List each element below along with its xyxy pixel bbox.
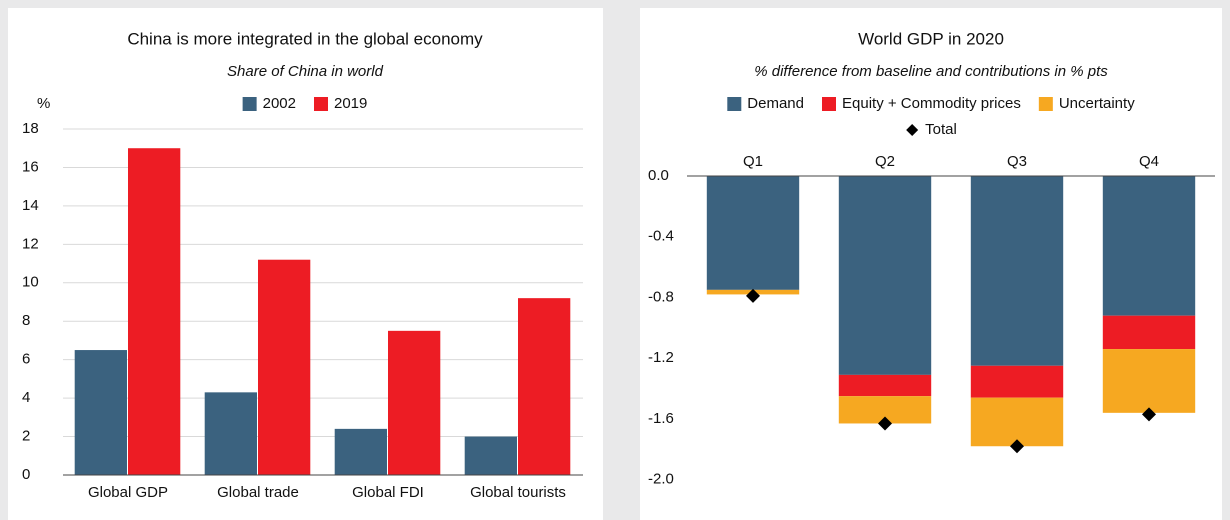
legend-marker <box>906 124 919 136</box>
y-tick-label: -0.4 <box>648 228 674 245</box>
total-marker <box>878 416 892 431</box>
bar-segment <box>970 397 1064 447</box>
y-tick-label: 14 <box>22 197 39 214</box>
y-tick-label: 16 <box>22 158 39 175</box>
x-tick-label: Q1 <box>743 153 763 170</box>
y-tick-label: 10 <box>22 274 39 291</box>
y-tick-label: 8 <box>22 312 30 329</box>
chart-subtitle: % difference from baseline and contribut… <box>754 63 1108 80</box>
y-tick-label: 18 <box>22 120 39 137</box>
y-axis-label: % <box>37 95 50 112</box>
bar <box>388 330 441 475</box>
bar <box>204 392 257 475</box>
bar-segment <box>1102 176 1196 316</box>
legend-label: 2019 <box>334 95 367 112</box>
legend-swatch <box>314 97 328 111</box>
bar <box>334 428 387 475</box>
y-tick-label: 2 <box>22 428 30 445</box>
y-tick-label: -0.8 <box>648 288 674 305</box>
total-marker <box>1142 407 1156 422</box>
bar-segment <box>970 365 1064 398</box>
x-tick-label: Global tourists <box>470 484 566 501</box>
x-tick-label: Global trade <box>217 484 299 501</box>
y-tick-label: -1.2 <box>648 349 674 366</box>
y-tick-label: 12 <box>22 235 39 252</box>
bar-segment <box>970 176 1064 366</box>
legend-swatch <box>242 97 257 111</box>
x-tick-label: Q3 <box>1007 153 1027 170</box>
total-marker <box>1010 439 1024 454</box>
bar-segment <box>706 176 800 290</box>
y-tick-label: 6 <box>22 351 30 368</box>
total-marker <box>746 288 760 303</box>
bar-segment <box>1102 315 1196 350</box>
y-tick-label: 4 <box>22 389 30 406</box>
y-tick-label: 0 <box>22 466 30 483</box>
y-tick-label: -1.6 <box>648 410 674 427</box>
bar <box>258 259 311 475</box>
legend-label: Uncertainty <box>1059 95 1135 112</box>
legend-label: 2002 <box>263 95 296 112</box>
legend-swatch <box>822 97 836 111</box>
y-tick-label: -2.0 <box>648 471 674 488</box>
bar <box>464 436 517 475</box>
bar <box>518 298 571 475</box>
legend-swatch <box>727 97 742 111</box>
legend-label: Equity + Commodity prices <box>842 95 1021 112</box>
bar-segment <box>838 176 932 375</box>
legend-swatch <box>1038 97 1053 111</box>
x-tick-label: Global FDI <box>352 484 424 501</box>
chart-title: World GDP in 2020 <box>858 29 1004 48</box>
chart-subtitle: Share of China in world <box>227 63 384 80</box>
legend-label: Total <box>925 121 957 138</box>
x-tick-label: Q4 <box>1139 153 1159 170</box>
legend-label: Demand <box>747 95 804 112</box>
chart-title: China is more integrated in the global e… <box>127 29 483 48</box>
x-tick-label: Q2 <box>875 153 895 170</box>
bar-segment <box>1102 349 1196 413</box>
bar-segment <box>838 374 932 397</box>
y-tick-label: 0.0 <box>648 167 669 184</box>
x-tick-label: Global GDP <box>88 484 168 501</box>
bar <box>74 350 127 475</box>
bar <box>128 148 181 475</box>
